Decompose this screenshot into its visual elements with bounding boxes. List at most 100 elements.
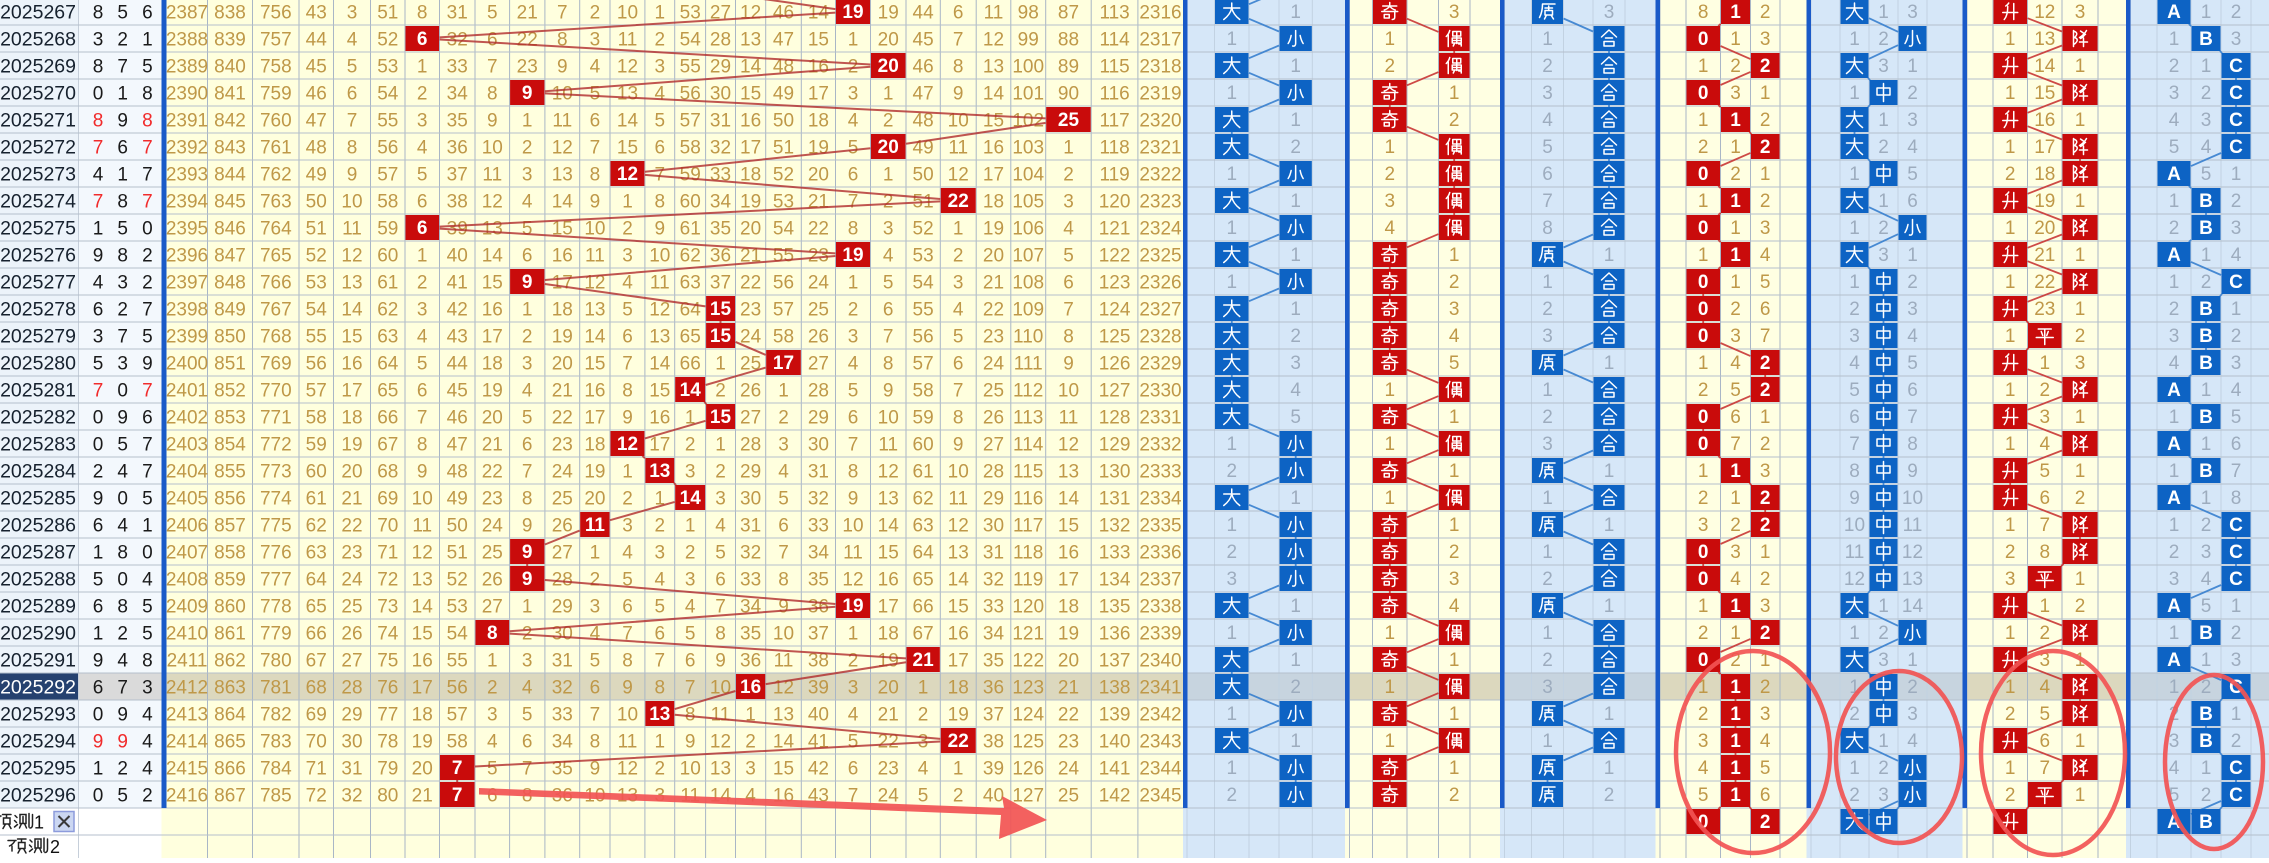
svg-text:12: 12	[412, 543, 433, 564]
svg-text:2344: 2344	[1139, 759, 1182, 780]
svg-text:4: 4	[417, 138, 428, 159]
svg-text:17: 17	[983, 165, 1004, 186]
svg-text:121: 121	[1099, 219, 1131, 240]
svg-text:73: 73	[377, 597, 398, 618]
svg-text:40: 40	[808, 705, 829, 726]
svg-text:121: 121	[1012, 624, 1044, 645]
svg-text:2: 2	[2231, 191, 2242, 212]
svg-text:1: 1	[1227, 164, 1238, 185]
svg-text:4: 4	[848, 111, 859, 132]
svg-text:30: 30	[740, 489, 761, 510]
svg-text:1: 1	[1907, 650, 1918, 671]
svg-text:9: 9	[142, 354, 153, 375]
svg-text:56: 56	[913, 327, 934, 348]
svg-text:1: 1	[655, 3, 666, 24]
svg-text:3: 3	[622, 246, 633, 267]
svg-text:66: 66	[680, 354, 701, 375]
svg-text:2336: 2336	[1139, 543, 1181, 564]
svg-text:10: 10	[584, 219, 605, 240]
svg-text:1: 1	[1227, 434, 1238, 455]
svg-text:1: 1	[1760, 164, 1771, 185]
svg-text:2025272: 2025272	[0, 137, 76, 159]
svg-text:0: 0	[1698, 272, 1709, 293]
svg-text:7: 7	[522, 462, 533, 483]
svg-text:51: 51	[377, 3, 398, 24]
svg-text:842: 842	[214, 111, 246, 132]
svg-text:11: 11	[618, 732, 638, 753]
svg-text:7: 7	[953, 30, 964, 51]
svg-text:124: 124	[1012, 705, 1044, 726]
svg-text:35: 35	[808, 570, 829, 591]
svg-text:1: 1	[1385, 29, 1396, 50]
svg-text:57: 57	[913, 354, 934, 375]
svg-text:10: 10	[617, 705, 638, 726]
svg-text:1: 1	[1449, 245, 1460, 266]
svg-text:3: 3	[1878, 56, 1889, 77]
svg-text:7: 7	[142, 138, 153, 159]
svg-text:844: 844	[214, 165, 246, 186]
svg-text:100: 100	[1012, 57, 1044, 78]
svg-text:C: C	[2229, 272, 2243, 293]
svg-text:2323: 2323	[1139, 192, 1181, 213]
svg-text:2: 2	[1730, 56, 1741, 77]
svg-text:3: 3	[117, 354, 128, 375]
svg-text:9: 9	[487, 111, 498, 132]
svg-text:1: 1	[2231, 299, 2242, 320]
svg-text:5: 5	[918, 786, 929, 807]
svg-text:2: 2	[2169, 299, 2180, 320]
svg-text:2316: 2316	[1139, 3, 1181, 24]
svg-text:1: 1	[778, 381, 789, 402]
svg-text:137: 137	[1099, 651, 1131, 672]
svg-text:7: 7	[452, 758, 463, 779]
svg-text:27: 27	[740, 408, 761, 429]
svg-text:5: 5	[2201, 164, 2212, 185]
svg-text:75: 75	[377, 651, 398, 672]
svg-text:45: 45	[913, 30, 934, 51]
svg-text:53: 53	[913, 246, 934, 267]
svg-text:2: 2	[848, 651, 859, 672]
svg-text:1: 1	[2075, 191, 2086, 212]
svg-text:14: 14	[552, 192, 574, 213]
svg-text:771: 771	[260, 408, 292, 429]
svg-text:19: 19	[412, 732, 433, 753]
svg-text:16: 16	[552, 246, 573, 267]
svg-text:2328: 2328	[1139, 327, 1181, 348]
svg-text:2: 2	[1760, 2, 1771, 23]
svg-text:4: 4	[2231, 245, 2242, 266]
svg-text:1: 1	[93, 543, 104, 564]
svg-text:14: 14	[482, 246, 504, 267]
svg-text:12: 12	[842, 570, 863, 591]
svg-text:15: 15	[2034, 83, 2055, 104]
svg-text:2025269: 2025269	[0, 56, 76, 78]
svg-text:864: 864	[214, 705, 246, 726]
svg-text:71: 71	[377, 543, 398, 564]
svg-text:37: 37	[808, 624, 829, 645]
svg-text:14: 14	[948, 570, 970, 591]
svg-text:7: 7	[655, 651, 666, 672]
svg-text:2: 2	[1760, 380, 1771, 401]
svg-text:1: 1	[1449, 758, 1460, 779]
svg-text:3: 3	[2040, 407, 2051, 428]
svg-text:31: 31	[983, 543, 1004, 564]
svg-text:6: 6	[1542, 164, 1553, 185]
svg-text:1: 1	[2005, 434, 2016, 455]
svg-text:6: 6	[1907, 191, 1918, 212]
svg-text:3: 3	[522, 651, 533, 672]
svg-text:54: 54	[773, 219, 795, 240]
svg-text:19: 19	[842, 245, 863, 266]
svg-text:114: 114	[1013, 435, 1044, 456]
svg-text:58: 58	[680, 138, 701, 159]
svg-text:130: 130	[1099, 462, 1131, 483]
svg-text:34: 34	[808, 543, 830, 564]
svg-text:16: 16	[983, 138, 1004, 159]
svg-text:13: 13	[552, 165, 573, 186]
svg-text:2322: 2322	[1139, 165, 1181, 186]
svg-text:2025296: 2025296	[0, 785, 76, 807]
svg-text:68: 68	[377, 462, 398, 483]
svg-text:840: 840	[214, 57, 246, 78]
svg-text:3: 3	[1760, 596, 1771, 617]
svg-text:1: 1	[1849, 83, 1860, 104]
svg-text:2: 2	[590, 3, 601, 24]
svg-text:116: 116	[1099, 84, 1129, 105]
svg-text:2391: 2391	[166, 111, 208, 132]
